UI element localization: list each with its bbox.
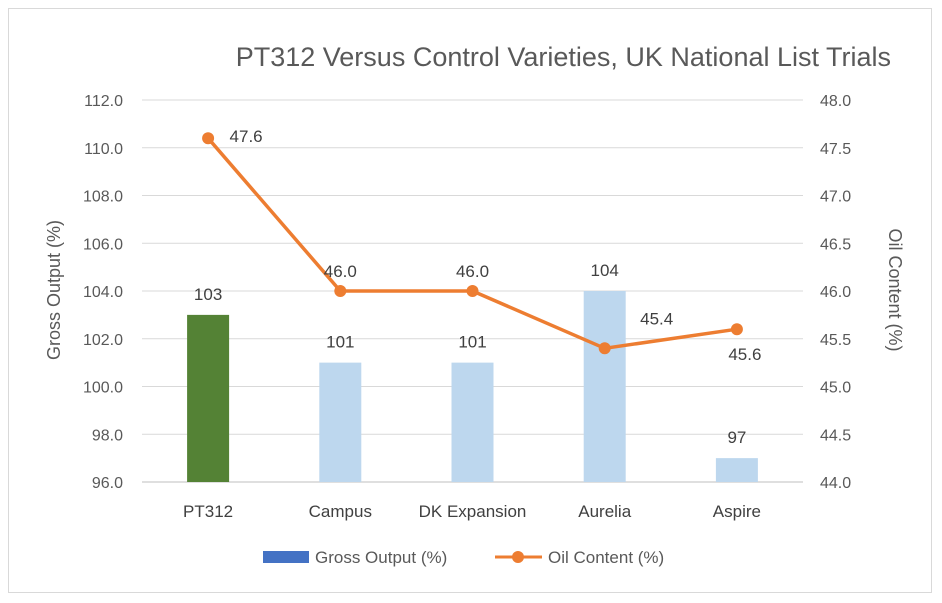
left-tick-label: 102.0 <box>83 332 123 349</box>
right-axis-title: Oil Content (%) <box>885 228 905 351</box>
bar <box>715 458 758 482</box>
line-value-label: 47.6 <box>230 127 263 146</box>
chart-frame <box>8 8 932 593</box>
right-tick-label: 44.0 <box>820 475 851 492</box>
bar-value-label: 103 <box>194 285 222 304</box>
line-point <box>466 285 479 297</box>
left-tick-label: 110.0 <box>84 141 123 158</box>
right-tick-label: 46.0 <box>820 284 851 301</box>
right-tick-label: 45.5 <box>820 332 851 349</box>
bar <box>319 362 362 482</box>
category-labels: PT312 Campus DK Expansion Aurelia Aspire <box>183 502 761 521</box>
right-tick-label: 47.0 <box>820 189 851 206</box>
bar <box>583 291 626 482</box>
line-value-label: 45.6 <box>728 345 761 364</box>
left-tick-label: 98.0 <box>92 427 123 444</box>
left-tick-label: 104.0 <box>83 284 123 301</box>
bar-value-label: 101 <box>458 333 486 352</box>
left-tick-label: 106.0 <box>83 236 123 253</box>
bar-value-label: 104 <box>591 261 619 280</box>
category-label: Aspire <box>713 502 761 521</box>
legend-bar-label: Gross Output (%) <box>315 548 447 567</box>
line-value-label: 46.0 <box>456 262 489 281</box>
right-tick-label: 48.0 <box>820 93 851 110</box>
line-point <box>598 342 611 355</box>
bar-series <box>187 291 758 482</box>
category-label: Aurelia <box>578 502 631 521</box>
left-axis-ticks: 96.0 98.0 100.0 102.0 104.0 106.0 108.0 110.0 11… <box>83 93 123 492</box>
right-tick-label: 44.5 <box>820 427 851 444</box>
left-tick-label: 108.0 <box>83 189 123 206</box>
category-label: PT312 <box>183 502 233 521</box>
line-value-label: 46.0 <box>324 262 357 281</box>
gridlines <box>142 99 803 483</box>
data-labels: 103 101 101 104 97 47.6 46.0 46.0 45.4 45.6 <box>194 127 762 447</box>
right-tick-label: 46.5 <box>820 236 851 253</box>
legend-bar-swatch <box>263 551 309 563</box>
line-point <box>334 285 347 297</box>
bar <box>451 362 494 482</box>
legend: Gross Output (%) Oil Content (%) <box>263 548 664 567</box>
legend-line-marker <box>512 551 524 563</box>
right-axis-ticks: 44.0 44.5 45.0 45.5 46.0 46.5 47.0 47.5 48.0 <box>820 93 851 492</box>
right-tick-label: 45.0 <box>820 380 851 397</box>
left-tick-label: 96.0 <box>92 475 123 492</box>
line-point <box>202 132 215 145</box>
right-tick-label: 47.5 <box>820 141 851 158</box>
left-tick-label: 100.0 <box>83 380 123 397</box>
left-tick-label: 112.0 <box>84 93 123 110</box>
category-label: Campus <box>309 502 372 521</box>
line-point <box>730 323 743 336</box>
bar-value-label: 101 <box>326 333 354 352</box>
left-axis-title: Gross Output (%) <box>44 220 64 360</box>
chart-title: PT312 Versus Control Varieties, UK Natio… <box>236 42 891 72</box>
category-label: DK Expansion <box>419 502 527 521</box>
line-series <box>202 132 743 355</box>
line-value-label: 45.4 <box>640 309 673 328</box>
bar <box>187 314 230 482</box>
bar-value-label: 97 <box>727 428 746 447</box>
legend-line-label: Oil Content (%) <box>548 548 664 567</box>
